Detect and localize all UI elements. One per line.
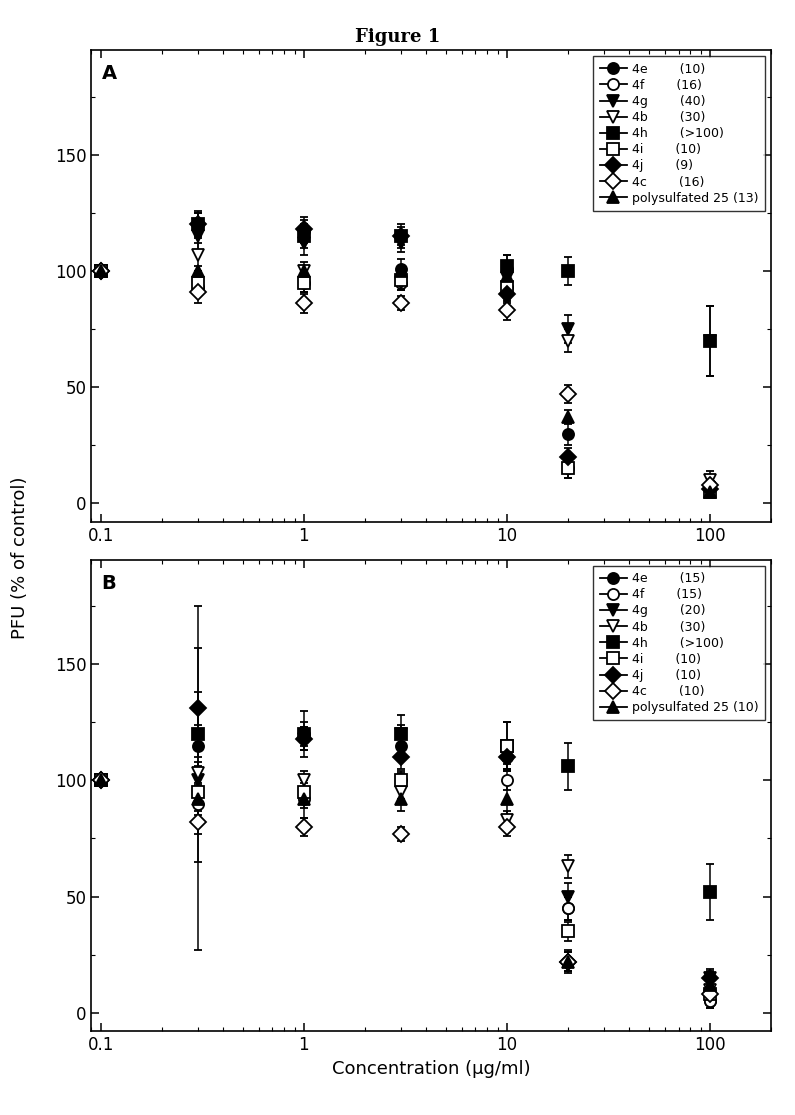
Legend: 4e        (10), 4f        (16), 4g        (40), 4b        (30), 4h        (>100): 4e (10), 4f (16), 4g (40), 4b (30), 4h (…: [593, 57, 765, 211]
Text: B: B: [102, 574, 116, 593]
Text: A: A: [102, 65, 117, 84]
Legend: 4e        (15), 4f        (15), 4g        (20), 4b        (30), 4h        (>100): 4e (15), 4f (15), 4g (20), 4b (30), 4h (…: [593, 566, 765, 720]
X-axis label: Concentration (μg/ml): Concentration (μg/ml): [332, 1059, 530, 1078]
Text: Figure 1: Figure 1: [355, 28, 440, 46]
Text: PFU (% of control): PFU (% of control): [11, 476, 29, 639]
